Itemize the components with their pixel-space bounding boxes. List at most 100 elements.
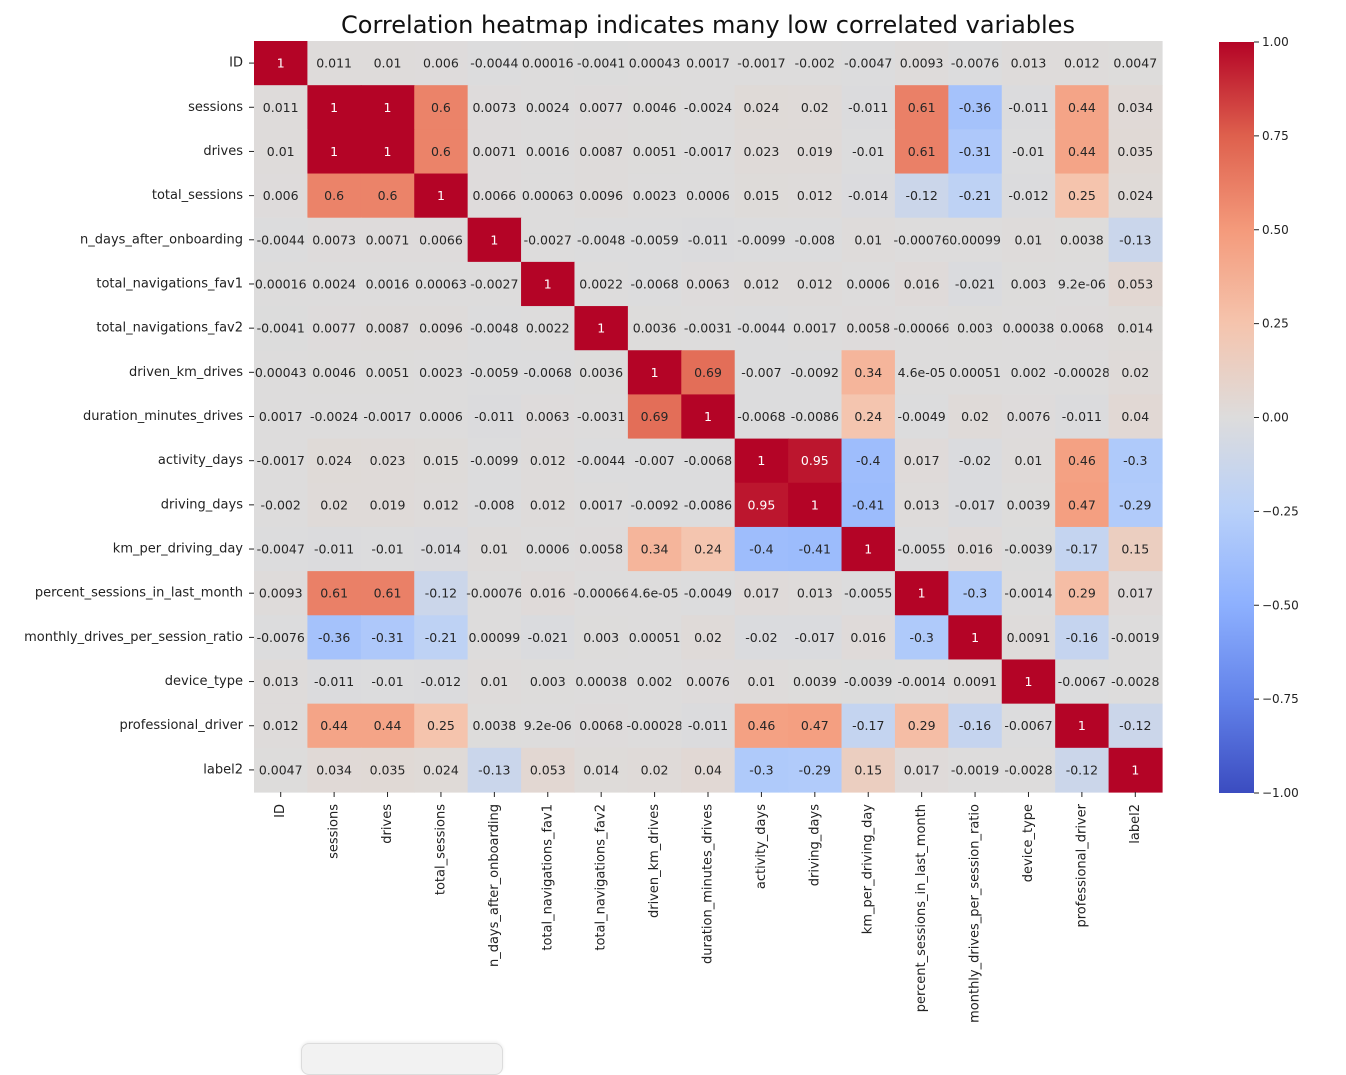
cell-value-label: -0.31 [959,144,991,159]
heatmap-cell [467,173,522,219]
heatmap-cell [574,350,629,396]
cell-value-label: 4.6e-05 [631,586,679,601]
cell-value-label: -0.0014 [898,674,946,689]
heatmap-cell [734,41,789,86]
cell-value-label: 1 [437,188,445,203]
colorbar-tick-label: 0.00 [1262,411,1289,425]
heatmap-cell [627,41,682,86]
heatmap-cell [307,615,362,661]
cell-value-label: 0.00043 [255,365,307,380]
heatmap-cell [307,703,362,749]
heatmap-cell [681,306,736,351]
cell-value-label: 1 [277,56,285,71]
heatmap-cell [841,703,896,749]
cell-value-label: 0.0066 [472,188,516,203]
cell-value-label: 0.016 [904,276,940,291]
heatmap-cell [254,173,309,219]
cell-value-label: -0.4 [856,453,880,468]
heatmap-cell [788,306,843,351]
cell-value-label: 0.61 [908,100,936,115]
cell-value-label: 0.61 [374,586,402,601]
cell-value-label: -0.0049 [684,586,732,601]
heatmap-cell [1055,571,1110,616]
heatmap-cell [1108,261,1163,307]
heatmap-cell [521,659,576,705]
heatmap-cell [681,571,736,616]
heatmap-cell [734,615,789,661]
heatmap-cell [307,438,362,484]
cell-value-label: -0.00066 [894,321,950,336]
bottom-popup-tab[interactable] [301,1043,503,1075]
heatmap-cell [894,129,949,175]
heatmap-cell [681,482,736,528]
x-tick-label: professional_driver [1074,803,1089,927]
cell-value-label: 0.024 [1117,188,1153,203]
heatmap-cell [681,394,736,440]
y-tick-label: professional_driver [119,718,243,733]
heatmap-cell [788,85,843,130]
cell-value-label: 0.013 [1011,56,1047,71]
cell-value-label: 1 [544,276,552,291]
heatmap-cell [894,659,949,705]
cell-value-label: -0.13 [1119,232,1151,247]
cell-value-label: -0.014 [421,542,461,557]
cell-value-label: -0.00076 [894,232,950,247]
cell-value-label: 0.0066 [419,232,463,247]
cell-value-label: -0.01 [371,674,403,689]
heatmap-cell [681,615,736,661]
cell-value-label: 1 [384,144,392,159]
cell-value-label: 0.013 [263,674,299,689]
heatmap-cell [521,41,576,86]
heatmap-cell [734,306,789,351]
heatmap-cell [1108,350,1163,396]
cell-value-label: -0.0076 [951,56,999,71]
cell-value-label: 1 [490,232,498,247]
heatmap-cell [254,747,309,793]
cell-value-label: 0.024 [423,762,459,777]
heatmap-cell [1055,615,1110,661]
cell-value-label: -0.007 [634,453,674,468]
cell-value-label: 0.0047 [259,762,303,777]
heatmap-cell [414,41,469,86]
heatmap-cell [307,659,362,705]
heatmap-cell [360,438,415,484]
heatmap-cell [574,394,629,440]
heatmap-cell [734,482,789,528]
cell-value-label: 1 [651,365,659,380]
cell-value-label: -0.0028 [1111,674,1159,689]
heatmap-cell [1108,571,1163,616]
heatmap-cell [1001,173,1056,219]
cell-value-label: 0.0051 [366,365,410,380]
heatmap-cell [467,129,522,175]
heatmap-cell [894,41,949,86]
heatmap-cell [1001,129,1056,175]
heatmap-cell [1001,306,1056,351]
cell-value-label: 9.2e-06 [524,718,572,733]
heatmap-cell [360,394,415,440]
heatmap-cell [894,394,949,440]
cell-value-label: 0.04 [1121,409,1149,424]
y-tick-label: total_sessions [152,188,243,203]
cell-value-label: 0.0068 [579,718,623,733]
cell-value-label: -0.0017 [737,56,785,71]
cell-value-label: 0.016 [957,542,993,557]
cell-value-label: 0.019 [797,144,833,159]
heatmap-cell [788,41,843,86]
heatmap-cell [627,703,682,749]
cell-value-label: 0.69 [641,409,669,424]
cell-value-label: -0.0027 [470,276,518,291]
cell-value-label: 0.0022 [579,276,623,291]
cell-value-label: -0.011 [474,409,514,424]
x-tick-label: duration_minutes_drives [701,804,716,964]
cell-value-label: -0.0048 [577,232,625,247]
heatmap-cell [788,129,843,175]
cell-value-label: 0.0063 [686,276,730,291]
heatmap-cell [1108,173,1163,219]
cell-value-label: 0.95 [801,453,829,468]
heatmap-cell [681,85,736,130]
heatmap-cell [627,394,682,440]
cell-value-label: 0.024 [316,453,352,468]
heatmap-cell [360,85,415,130]
cell-value-label: -0.002 [261,497,301,512]
heatmap-cell [521,615,576,661]
